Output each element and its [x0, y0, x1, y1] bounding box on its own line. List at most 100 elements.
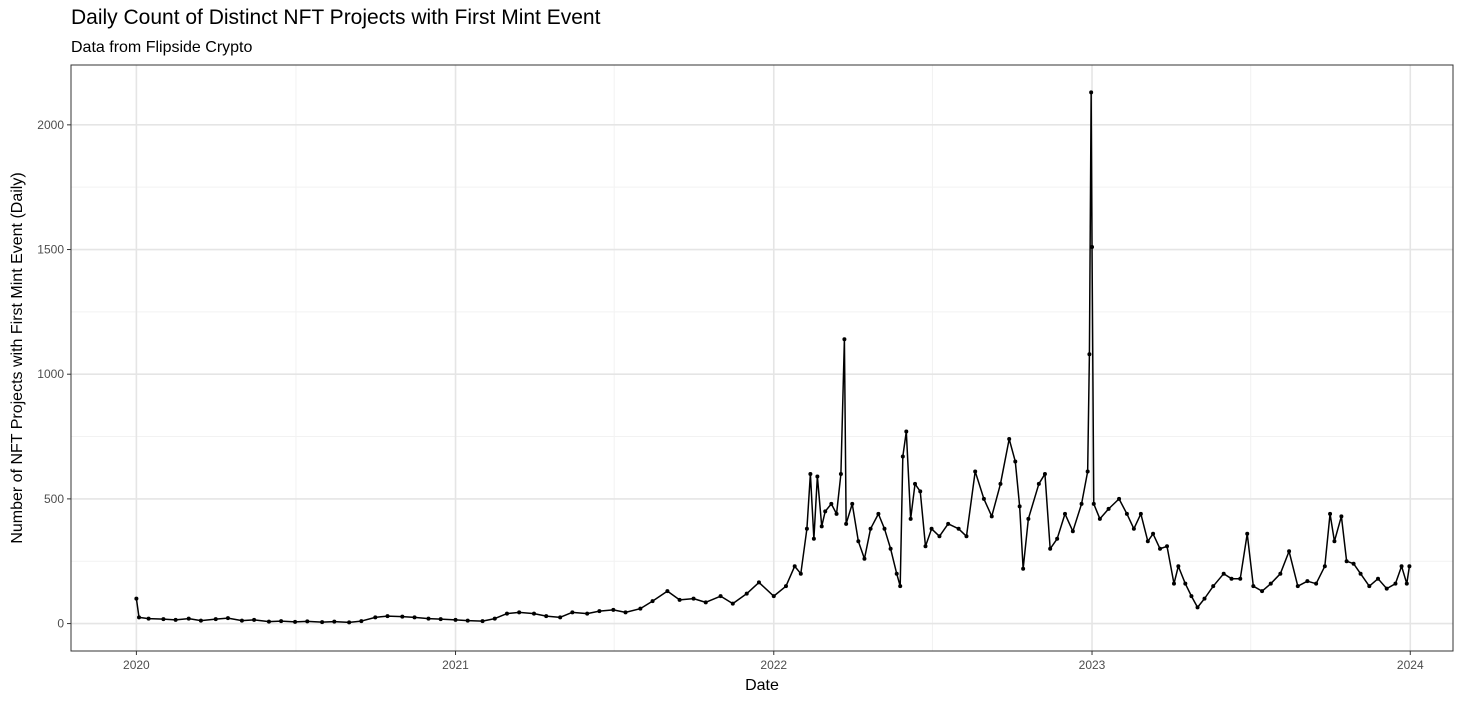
data-point: [517, 610, 522, 615]
data-point: [1026, 516, 1031, 521]
data-point: [320, 620, 325, 625]
data-point: [1229, 576, 1234, 581]
data-point: [1202, 596, 1207, 601]
data-point: [1351, 561, 1356, 566]
data-point: [834, 511, 839, 516]
data-point: [266, 619, 271, 624]
data-point: [213, 617, 218, 622]
data-point: [862, 556, 867, 561]
data-point: [1165, 544, 1170, 549]
chart-subtitle: Data from Flipside Crypto: [71, 39, 252, 56]
data-point: [1042, 471, 1047, 476]
data-point: [161, 617, 166, 622]
data-point: [465, 618, 470, 623]
data-point: [650, 599, 655, 604]
data-point: [1087, 352, 1092, 357]
y-tick-label: 2000: [37, 118, 64, 132]
data-point: [1106, 506, 1111, 511]
data-point: [1007, 437, 1012, 442]
data-point: [347, 620, 352, 625]
data-point: [1251, 584, 1256, 589]
data-point: [173, 617, 178, 622]
data-point: [1171, 581, 1176, 586]
data-point: [1062, 511, 1067, 516]
data-point: [504, 611, 509, 616]
data-point: [981, 496, 986, 501]
data-point: [691, 596, 696, 601]
data-point: [1245, 531, 1250, 536]
y-tick-label: 1500: [37, 243, 64, 257]
data-point: [1085, 469, 1090, 474]
x-tick-label: 2022: [760, 658, 787, 672]
data-point: [1278, 571, 1283, 576]
x-axis-title: Date: [745, 677, 779, 694]
data-point: [1021, 566, 1026, 571]
data-point: [373, 615, 378, 620]
data-point: [798, 571, 803, 576]
data-point: [876, 511, 881, 516]
data-point: [426, 616, 431, 621]
data-point: [1145, 539, 1150, 544]
data-point: [856, 539, 861, 544]
data-point: [929, 526, 934, 531]
data-point: [531, 611, 536, 616]
data-point: [918, 489, 923, 494]
data-point: [1079, 501, 1084, 506]
data-point: [1013, 459, 1018, 464]
data-point: [1295, 584, 1300, 589]
data-point: [1151, 531, 1156, 536]
data-point: [1328, 511, 1333, 516]
data-point: [1183, 581, 1188, 586]
data-point: [1211, 584, 1216, 589]
data-point: [730, 601, 735, 606]
data-point: [1238, 576, 1243, 581]
y-tick-label: 500: [44, 492, 64, 506]
data-point: [888, 546, 893, 551]
data-point: [1393, 581, 1398, 586]
data-point: [844, 521, 849, 526]
data-point: [819, 524, 824, 529]
data-point: [1260, 589, 1265, 594]
data-point: [904, 429, 909, 434]
data-point: [570, 610, 575, 615]
data-point: [1268, 581, 1273, 586]
data-point: [1322, 564, 1327, 569]
data-point: [956, 526, 961, 531]
data-point: [665, 589, 670, 594]
data-point: [585, 611, 590, 616]
data-point: [1138, 511, 1143, 516]
data-point: [412, 615, 417, 620]
data-point: [1404, 581, 1409, 586]
data-point: [1344, 559, 1349, 564]
data-point: [808, 471, 813, 476]
data-point: [1017, 504, 1022, 509]
data-point: [134, 596, 139, 601]
data-point: [385, 614, 390, 619]
data-point: [1131, 526, 1136, 531]
data-point: [998, 481, 1003, 486]
data-point: [1117, 496, 1122, 501]
data-point: [638, 606, 643, 611]
data-point: [1048, 546, 1053, 551]
data-point: [1358, 571, 1363, 576]
data-point: [744, 591, 749, 596]
grid: [71, 65, 1453, 651]
data-point: [771, 594, 776, 599]
data-point: [453, 617, 458, 622]
data-point: [898, 584, 903, 589]
data-point: [908, 516, 913, 521]
data-point: [1070, 529, 1075, 534]
data-point: [558, 615, 563, 620]
data-point: [332, 619, 337, 624]
series-layer: [134, 90, 1412, 625]
data-point: [718, 594, 723, 599]
data-point: [279, 619, 284, 624]
data-point: [1339, 514, 1344, 519]
data-point: [989, 514, 994, 519]
data-point: [937, 534, 942, 539]
data-point: [1376, 576, 1381, 581]
data-point: [973, 469, 978, 474]
data-point: [1055, 536, 1060, 541]
chart-title: Daily Count of Distinct NFT Projects wit…: [71, 6, 601, 29]
